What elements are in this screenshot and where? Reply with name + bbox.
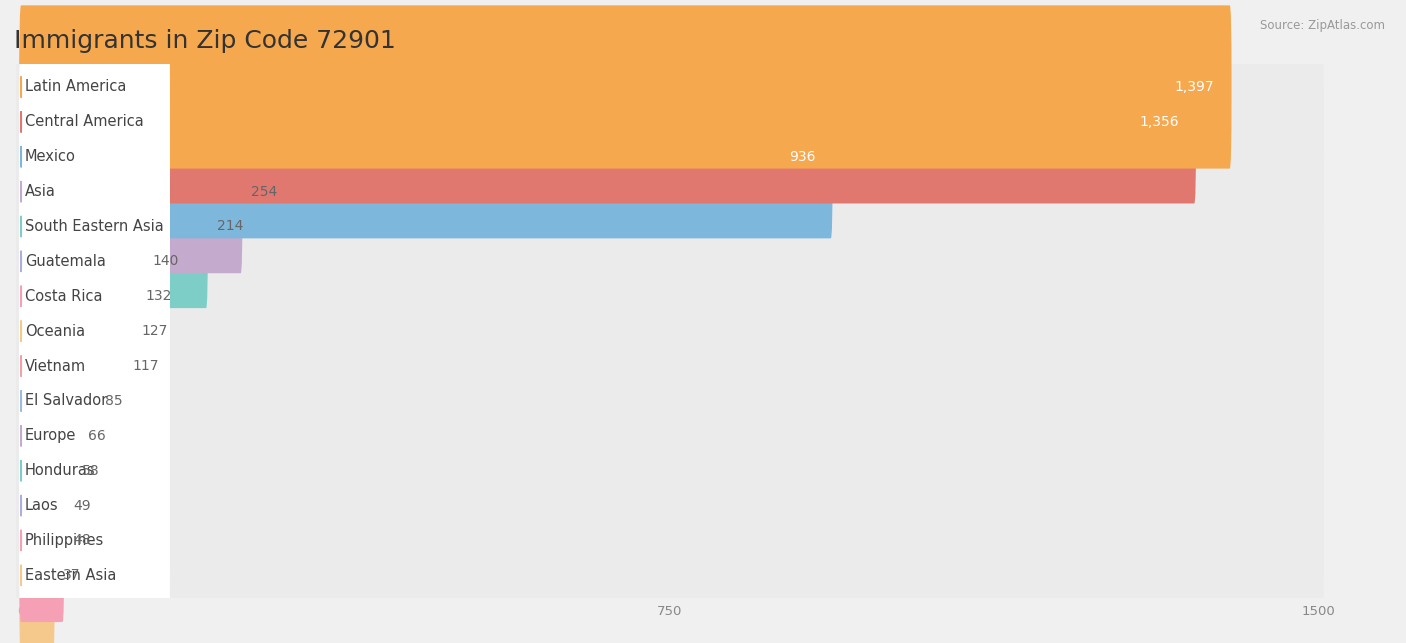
Text: Europe: Europe [25, 428, 76, 443]
Text: Asia: Asia [25, 184, 56, 199]
Text: El Salvador: El Salvador [25, 394, 107, 408]
FancyBboxPatch shape [17, 509, 1323, 572]
FancyBboxPatch shape [17, 125, 1323, 189]
FancyBboxPatch shape [17, 55, 1323, 119]
Text: Oceania: Oceania [25, 323, 84, 339]
FancyBboxPatch shape [17, 90, 1323, 154]
FancyBboxPatch shape [20, 5, 170, 168]
Text: Mexico: Mexico [25, 149, 76, 164]
Text: Central America: Central America [25, 114, 143, 129]
FancyBboxPatch shape [20, 249, 132, 413]
FancyBboxPatch shape [17, 439, 1323, 503]
Text: Laos: Laos [25, 498, 59, 513]
Text: 140: 140 [152, 255, 179, 268]
FancyBboxPatch shape [20, 215, 170, 378]
FancyBboxPatch shape [20, 145, 170, 308]
FancyBboxPatch shape [20, 494, 170, 643]
Text: Latin America: Latin America [25, 80, 127, 95]
FancyBboxPatch shape [17, 230, 1323, 293]
FancyBboxPatch shape [20, 5, 1232, 168]
FancyBboxPatch shape [17, 194, 1323, 258]
FancyBboxPatch shape [17, 473, 1323, 538]
FancyBboxPatch shape [20, 459, 170, 622]
FancyBboxPatch shape [20, 459, 65, 622]
FancyBboxPatch shape [17, 299, 1323, 363]
FancyBboxPatch shape [20, 320, 170, 482]
Text: 1,397: 1,397 [1174, 80, 1215, 94]
Text: Costa Rica: Costa Rica [25, 289, 103, 303]
FancyBboxPatch shape [20, 249, 170, 413]
Text: South Eastern Asia: South Eastern Asia [25, 219, 163, 234]
Text: Eastern Asia: Eastern Asia [25, 568, 117, 583]
FancyBboxPatch shape [20, 389, 73, 552]
Text: 254: 254 [252, 185, 277, 199]
FancyBboxPatch shape [20, 424, 65, 587]
FancyBboxPatch shape [17, 369, 1323, 433]
Text: 49: 49 [73, 498, 91, 512]
Text: 37: 37 [63, 568, 82, 583]
FancyBboxPatch shape [20, 354, 170, 518]
Text: 132: 132 [146, 289, 172, 303]
FancyBboxPatch shape [17, 159, 1323, 224]
FancyBboxPatch shape [20, 424, 170, 587]
Text: 1,356: 1,356 [1139, 115, 1178, 129]
FancyBboxPatch shape [20, 284, 124, 448]
Text: 214: 214 [217, 219, 243, 233]
FancyBboxPatch shape [20, 215, 136, 378]
FancyBboxPatch shape [20, 110, 242, 273]
Text: 48: 48 [73, 534, 90, 547]
FancyBboxPatch shape [20, 110, 170, 273]
FancyBboxPatch shape [20, 75, 170, 239]
Text: 85: 85 [105, 394, 122, 408]
FancyBboxPatch shape [20, 145, 208, 308]
Text: 127: 127 [141, 324, 167, 338]
Text: Immigrants in Zip Code 72901: Immigrants in Zip Code 72901 [14, 29, 396, 53]
FancyBboxPatch shape [20, 284, 170, 448]
FancyBboxPatch shape [17, 264, 1323, 329]
FancyBboxPatch shape [17, 334, 1323, 398]
Text: Source: ZipAtlas.com: Source: ZipAtlas.com [1260, 19, 1385, 32]
Text: Guatemala: Guatemala [25, 254, 105, 269]
FancyBboxPatch shape [20, 354, 80, 518]
Text: 58: 58 [82, 464, 100, 478]
Text: Philippines: Philippines [25, 533, 104, 548]
Text: 936: 936 [789, 150, 815, 164]
FancyBboxPatch shape [20, 389, 170, 552]
Text: Honduras: Honduras [25, 463, 96, 478]
FancyBboxPatch shape [20, 75, 832, 239]
FancyBboxPatch shape [20, 494, 55, 643]
FancyBboxPatch shape [20, 180, 170, 343]
FancyBboxPatch shape [20, 320, 96, 482]
Text: 117: 117 [132, 359, 159, 373]
FancyBboxPatch shape [17, 543, 1323, 608]
FancyBboxPatch shape [20, 180, 143, 343]
FancyBboxPatch shape [20, 41, 170, 203]
FancyBboxPatch shape [17, 404, 1323, 468]
FancyBboxPatch shape [20, 41, 1197, 203]
Text: 66: 66 [89, 429, 107, 443]
Text: Vietnam: Vietnam [25, 359, 86, 374]
